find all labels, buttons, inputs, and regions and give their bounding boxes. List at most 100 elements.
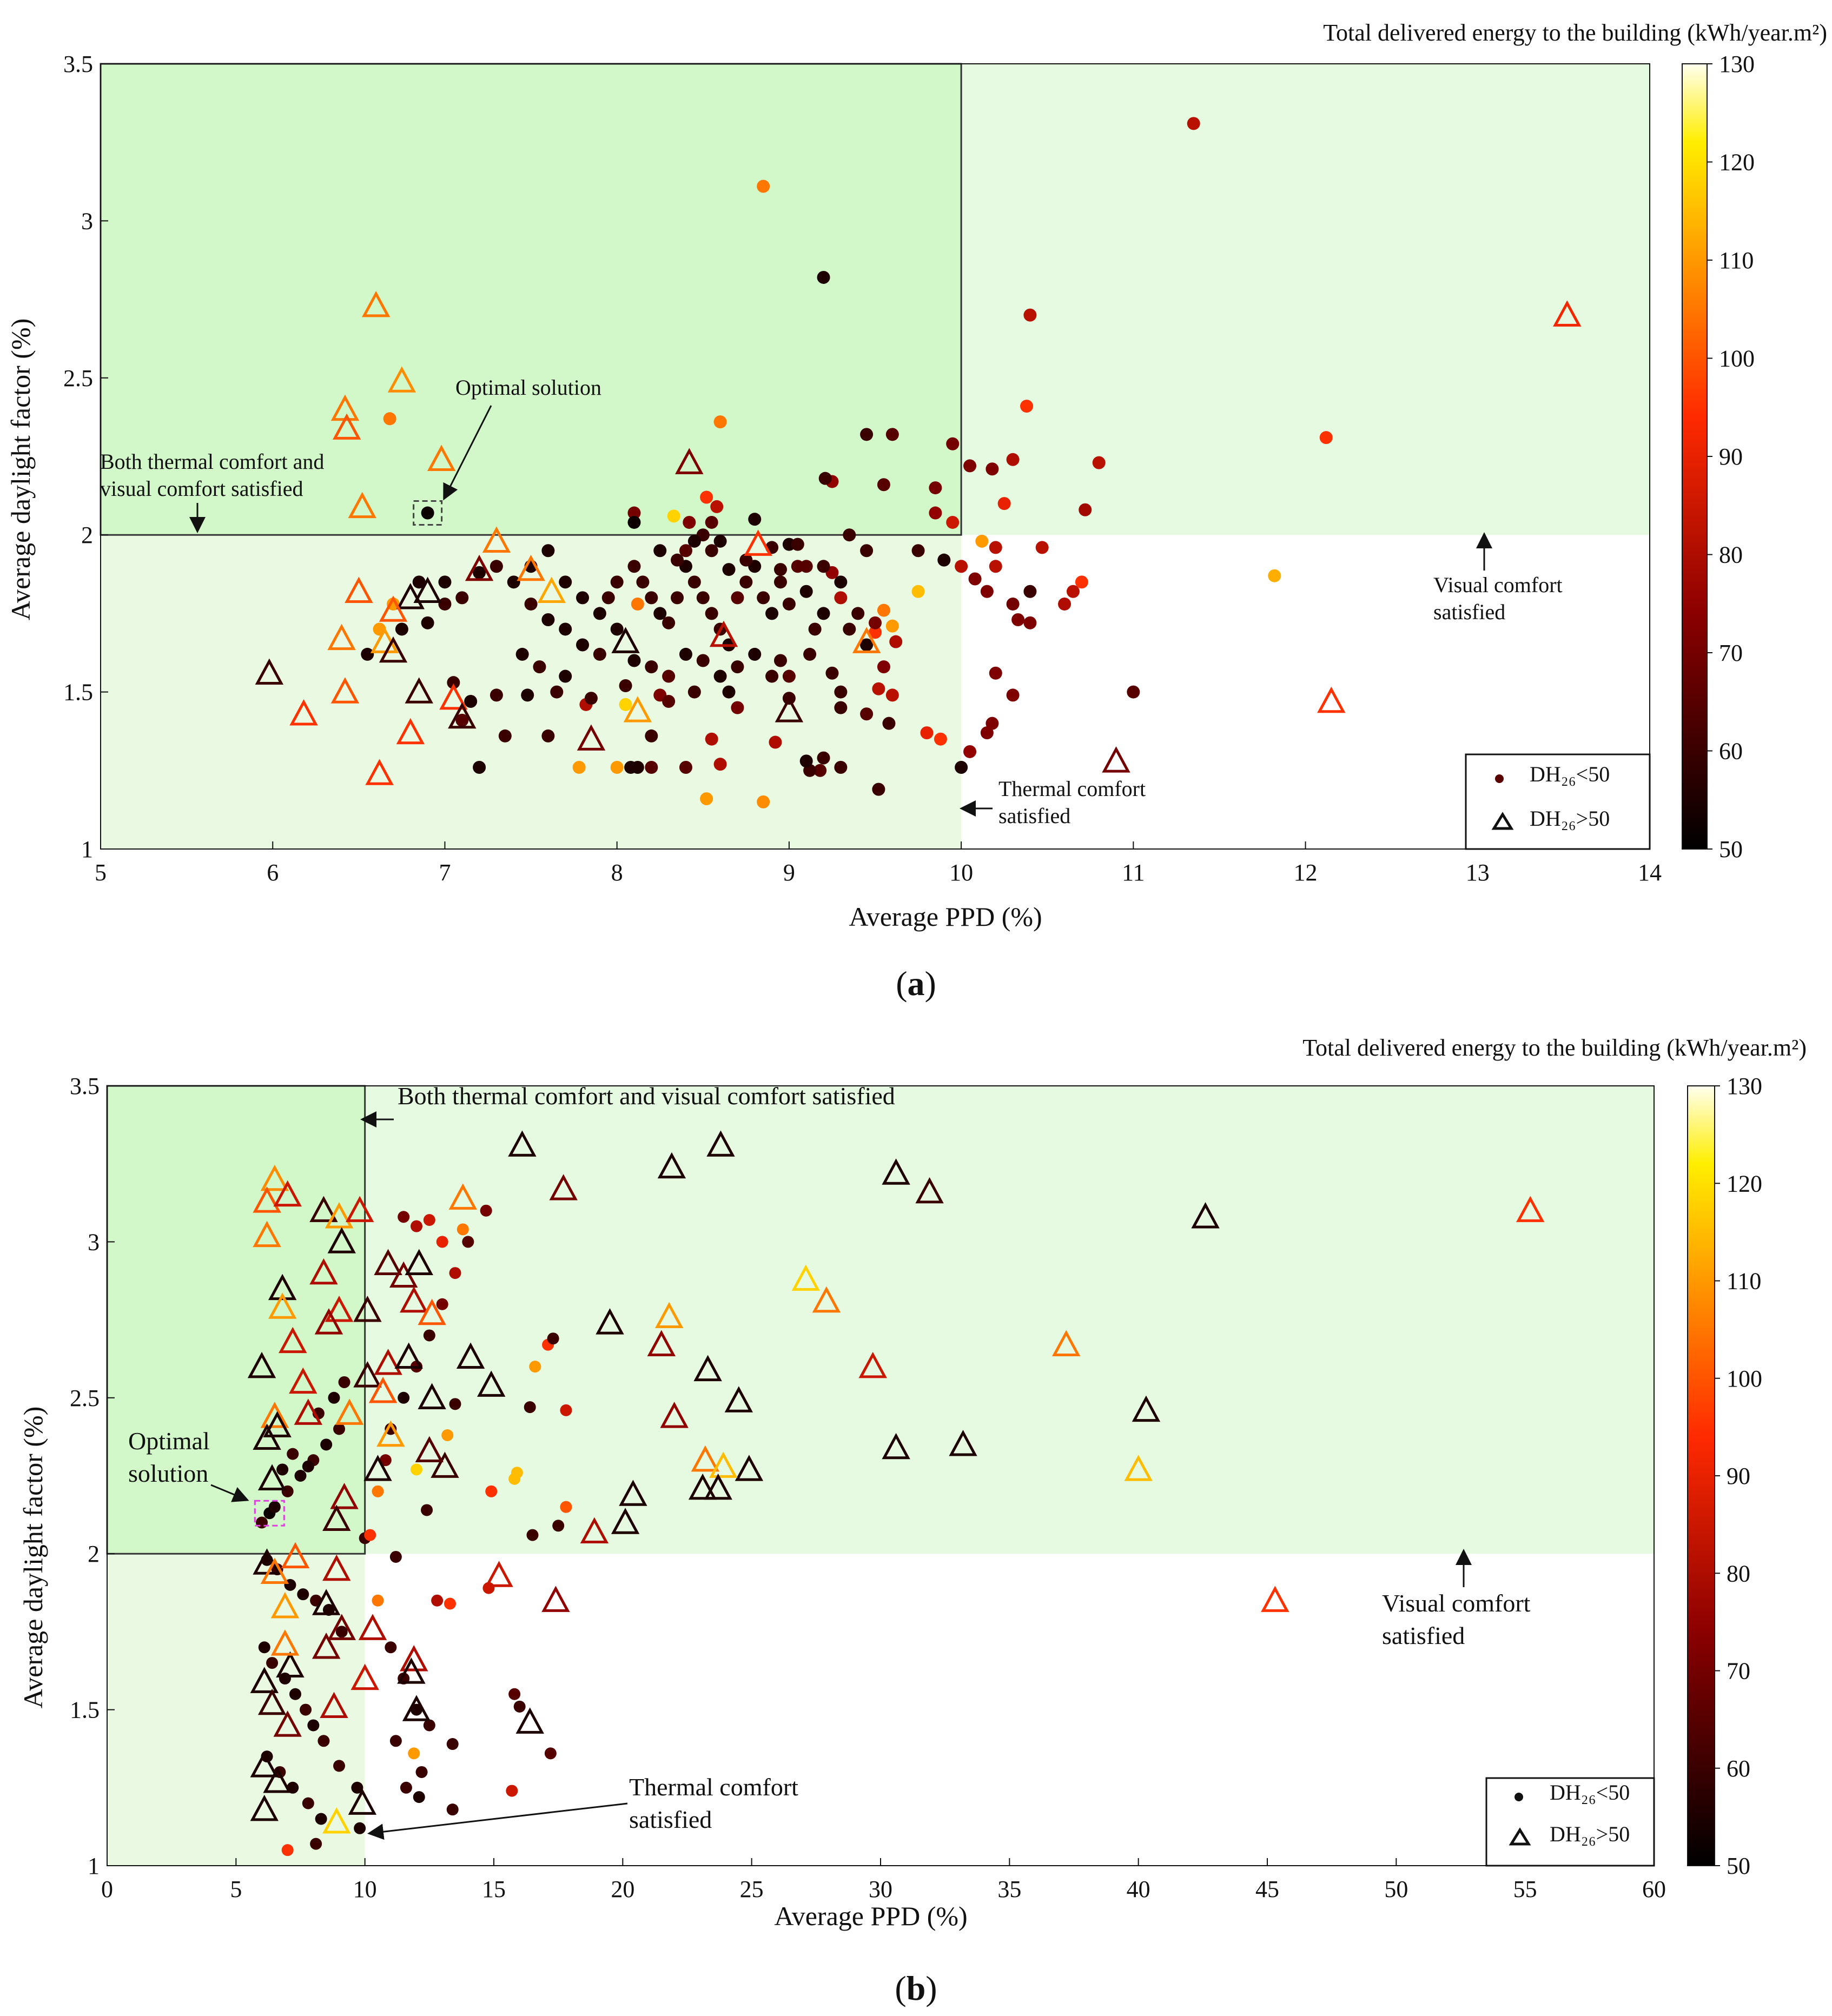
data-point-dot: [700, 792, 713, 806]
data-point-dot: [446, 1803, 459, 1816]
data-point-dot: [929, 506, 942, 520]
data-point-dot: [576, 591, 590, 605]
x-tick-label: 0: [101, 1876, 113, 1902]
data-point-dot: [765, 607, 779, 620]
chart-a: 5 6 7 8 9 10 11 12 13 14 1 1.5 2 2.5 3 3.5 Average PPD …: [5, 19, 1827, 932]
data-point-triangle: [281, 1542, 310, 1569]
colorbar-tick-label: 50: [1727, 1853, 1750, 1879]
data-point-triangle: [508, 1130, 537, 1157]
data-point-dot: [653, 607, 667, 620]
data-point-dot: [436, 1298, 448, 1310]
data-point-triangle: [314, 1308, 343, 1335]
data-point-triangle: [647, 1330, 676, 1356]
optimal-solution-box: [254, 1500, 285, 1527]
annotation-thermal-line2: satisfied: [629, 1806, 712, 1833]
data-point-triangle: [370, 627, 399, 653]
data-point-triangle: [439, 683, 468, 710]
data-point-triangle: [365, 759, 394, 785]
data-point-dot: [455, 713, 469, 727]
data-point-dot: [731, 701, 744, 714]
data-point-dot: [389, 1550, 402, 1563]
data-point-dot: [834, 685, 848, 699]
data-point-triangle: [596, 1308, 624, 1335]
data-point-dot: [662, 695, 676, 708]
data-point-triangle: [709, 1451, 738, 1478]
data-point-triangle: [882, 1158, 910, 1185]
data-point-dot: [610, 622, 624, 636]
data-point-dot: [541, 544, 555, 558]
data-point-dot: [671, 553, 684, 567]
data-point-triangle: [477, 1370, 506, 1397]
data-point-triangle: [858, 1351, 887, 1378]
data-point-dot: [444, 1597, 456, 1610]
data-point-dot: [975, 534, 989, 548]
data-point-dot: [351, 1781, 363, 1794]
data-point-triangle: [400, 1286, 428, 1313]
data-point-dot: [731, 591, 744, 605]
data-point-triangle: [515, 1707, 544, 1734]
data-point-triangle: [257, 1688, 287, 1715]
data-point-dot: [877, 660, 890, 674]
data-point-dot: [421, 506, 434, 520]
data-point-dot: [524, 597, 538, 611]
data-point-dot: [431, 1594, 444, 1607]
annotation-optimal-line1: Optimal: [128, 1427, 210, 1455]
data-point-dot: [817, 560, 830, 573]
data-point-triangle: [517, 554, 545, 581]
data-point-triangle: [309, 1258, 338, 1285]
data-point-triangle: [675, 448, 704, 474]
data-point-dot: [455, 591, 469, 605]
data-point-dot: [421, 1504, 433, 1516]
data-point-triangle: [330, 1483, 359, 1509]
data-point-dot: [287, 1448, 299, 1460]
data-point-dot: [383, 412, 396, 426]
data-point-triangle: [1052, 1330, 1081, 1356]
data-point-dot: [748, 513, 762, 526]
y-tick-label: 3.5: [70, 1073, 100, 1099]
data-point-dot: [645, 660, 658, 674]
data-point-dot: [834, 701, 848, 714]
data-point-dot: [593, 607, 606, 620]
colorbar-tick-label: 50: [1719, 836, 1743, 863]
data-point-dot: [576, 638, 590, 652]
y-tick-label: 1: [88, 1853, 100, 1879]
x-tick-label: 6: [267, 859, 279, 886]
data-point-dot: [1006, 453, 1020, 466]
data-point-triangle: [294, 1398, 322, 1425]
data-point-triangle: [289, 1367, 318, 1394]
data-point-triangle: [402, 1695, 431, 1721]
data-point-triangle: [1516, 1196, 1545, 1222]
data-point-dot: [1319, 431, 1333, 445]
data-point-dot: [782, 669, 796, 683]
x-tick-label: 45: [1255, 1876, 1279, 1902]
x-axis-label: Average PPD (%): [774, 1901, 967, 1931]
plot-frame: [100, 63, 1650, 850]
data-point-triangle: [253, 1221, 281, 1248]
annotation-visual-line2: satisfied: [1433, 600, 1505, 624]
data-point-triangle: [418, 1383, 446, 1409]
data-point-dot: [320, 1438, 333, 1451]
data-point-triangle: [322, 1554, 351, 1581]
data-point-dot: [920, 726, 934, 740]
data-point-triangle: [396, 718, 425, 745]
data-point-dot: [683, 515, 696, 529]
data-point-triangle: [693, 1355, 722, 1382]
data-point-dot: [696, 591, 710, 605]
data-point-triangle: [397, 1657, 426, 1684]
data-point-dot: [929, 481, 942, 495]
x-tick-label: 15: [482, 1876, 506, 1902]
data-point-triangle: [322, 1504, 351, 1531]
data-point-dot: [521, 688, 534, 702]
legend-triangle-marker: [1509, 1827, 1531, 1846]
data-point-dot: [423, 1719, 435, 1732]
data-point-triangle: [376, 1420, 405, 1447]
both-comfort-region: [106, 1085, 366, 1555]
data-point-triangle: [1132, 1395, 1161, 1422]
data-point-triangle: [396, 583, 425, 609]
data-point-dot: [889, 635, 903, 648]
data-point-dot: [814, 764, 827, 777]
legend-box: [1485, 1777, 1655, 1867]
data-point-triangle: [260, 1402, 289, 1428]
x-tick-label: 5: [230, 1876, 242, 1902]
data-point-dot: [315, 1813, 327, 1825]
